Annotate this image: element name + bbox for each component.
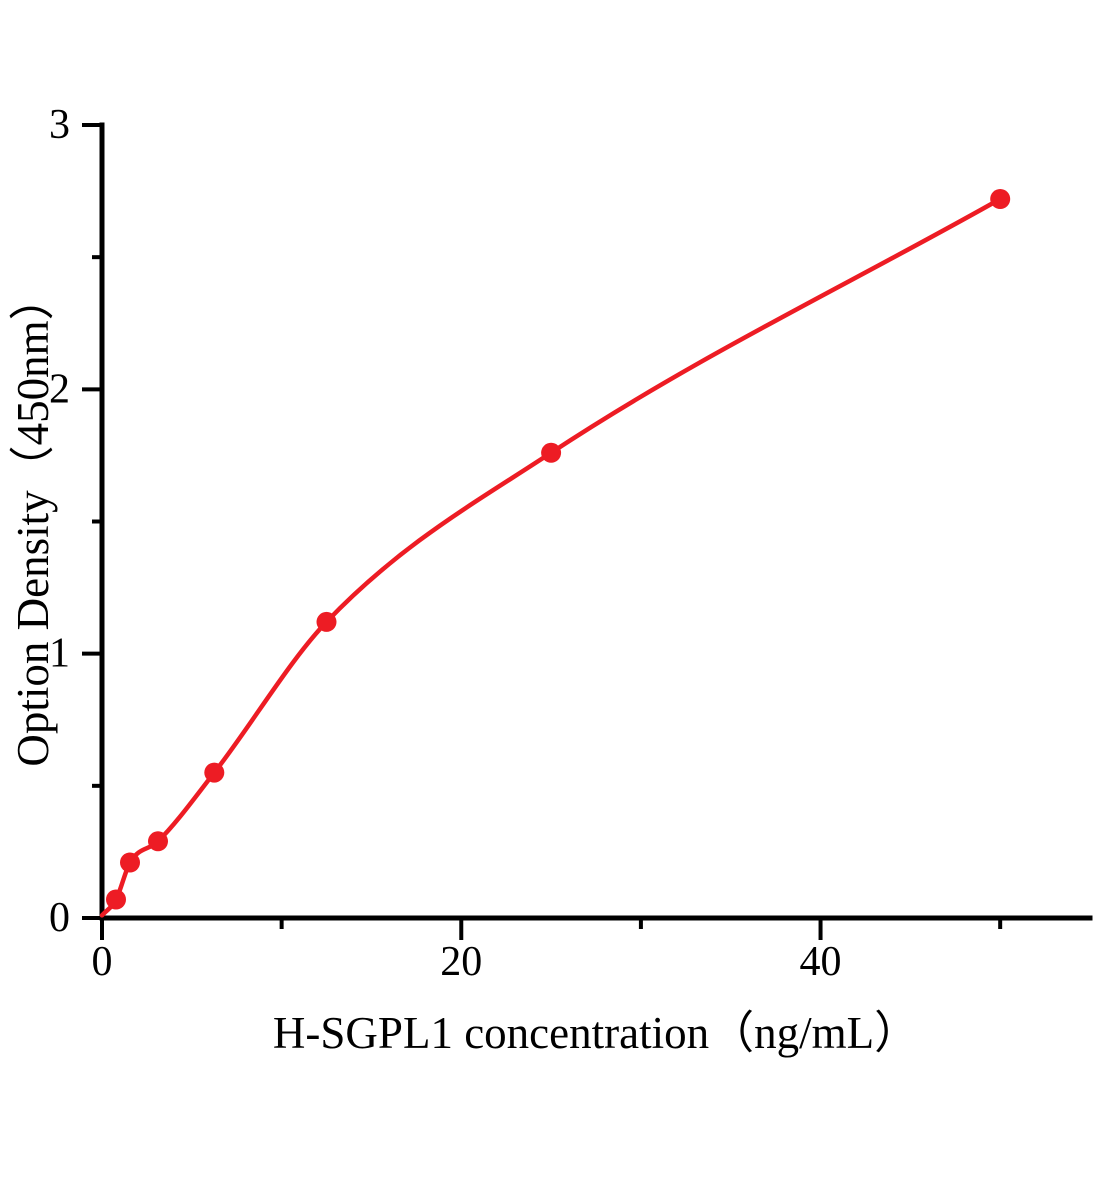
x-tick-label: 40 xyxy=(800,939,842,985)
y-axis-title: Option Density（450nm） xyxy=(8,275,58,766)
x-axis-title: H-SGPL1 concentration（ng/mL） xyxy=(273,1008,919,1058)
axes: 0 1 2 3 0 20 40 xyxy=(49,102,1093,985)
fit-curve xyxy=(99,196,1003,918)
data-point xyxy=(990,189,1011,209)
x-tick-label: 20 xyxy=(440,939,482,985)
y-tick-label: 0 xyxy=(49,895,70,941)
data-point xyxy=(541,442,562,463)
data-point xyxy=(204,762,225,783)
fit-curve-and-points xyxy=(99,189,1011,918)
data-point xyxy=(148,831,168,852)
y-tick-label: 1 xyxy=(49,631,70,677)
x-tick-label: 0 xyxy=(92,939,113,985)
data-point xyxy=(106,889,126,910)
y-tick-label: 2 xyxy=(49,366,70,412)
y-tick-label: 3 xyxy=(49,102,70,148)
axis-spine xyxy=(99,122,1093,921)
data-point xyxy=(316,611,337,632)
data-point xyxy=(120,852,140,873)
